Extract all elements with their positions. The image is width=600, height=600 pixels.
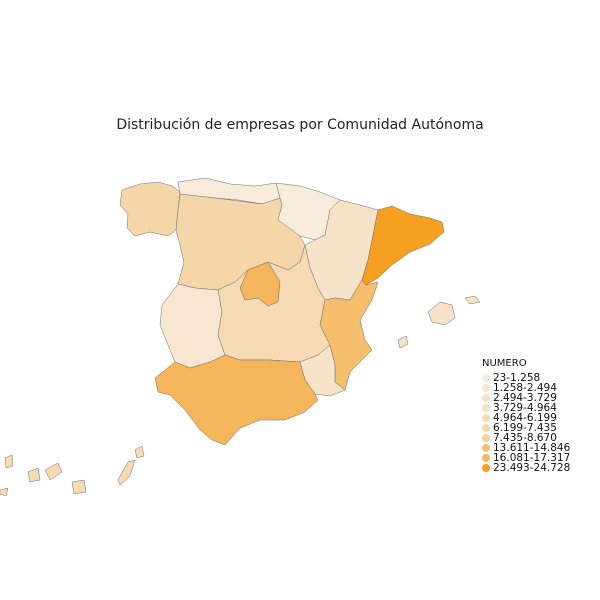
legend-marker-icon	[482, 414, 490, 422]
legend-label: 3.729-4.964	[493, 402, 557, 414]
legend-label: 13.611-14.846	[493, 442, 571, 454]
region-canarias[interactable]	[0, 445, 145, 497]
legend: NUMERO 23-1.258 1.258-2.494 2.494-3.729 3.7…	[482, 359, 570, 473]
legend-marker-icon	[482, 404, 490, 412]
region-andalucia[interactable]	[154, 354, 319, 446]
legend-item[interactable]: 1.258-2.494	[482, 383, 570, 393]
legend-item[interactable]: 23-1.258	[482, 373, 570, 383]
legend-label: 1.258-2.494	[493, 382, 557, 394]
legend-marker-icon	[482, 444, 490, 452]
legend-label: 2.494-3.729	[493, 392, 557, 404]
region-extremadura[interactable]	[159, 283, 226, 369]
legend-item[interactable]: 3.729-4.964	[482, 403, 570, 413]
legend-marker-icon	[482, 384, 490, 392]
map-title: Distribución de empresas por Comunidad A…	[116, 117, 484, 133]
region-baleares[interactable]	[397, 295, 481, 349]
legend-marker-icon	[482, 434, 490, 442]
legend-label: 23-1.258	[493, 372, 541, 384]
legend-title: NUMERO	[482, 358, 527, 369]
legend-item[interactable]: 4.964-6.199	[482, 413, 570, 423]
legend-item[interactable]: 13.611-14.846	[482, 443, 570, 453]
legend-label: 6.199-7.435	[493, 422, 557, 434]
legend-item[interactable]: 16.081-17.317	[482, 453, 570, 463]
legend-item[interactable]: 23.493-24.728	[482, 463, 570, 473]
legend-label: 16.081-17.317	[493, 452, 571, 464]
legend-item[interactable]: 7.435-8.670	[482, 433, 570, 443]
legend-marker-icon	[482, 424, 490, 432]
legend-item[interactable]: 2.494-3.729	[482, 393, 570, 403]
legend-marker-icon	[482, 374, 490, 382]
region-cataluna[interactable]	[361, 205, 445, 286]
region-galicia[interactable]	[119, 181, 181, 237]
legend-label: 7.435-8.670	[493, 432, 557, 444]
legend-label: 4.964-6.199	[493, 412, 557, 424]
legend-marker-icon	[482, 464, 490, 472]
legend-item[interactable]: 6.199-7.435	[482, 423, 570, 433]
legend-label: 23.493-24.728	[493, 462, 571, 474]
legend-marker-icon	[482, 394, 490, 402]
legend-marker-icon	[482, 454, 490, 462]
